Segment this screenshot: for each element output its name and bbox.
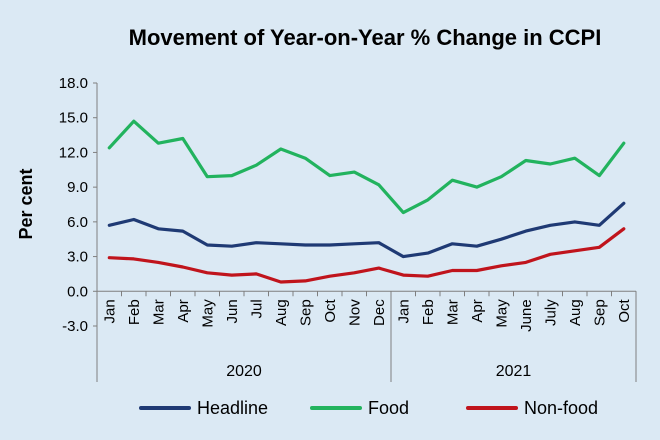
year-label: 2020 [226, 363, 262, 380]
y-tick-label: 9.0 [67, 179, 88, 196]
x-tick-label: Jan [101, 299, 118, 323]
x-tick-label: Mar [150, 299, 167, 325]
y-tick-label: 15.0 [59, 110, 88, 127]
x-tick-label: May [199, 299, 216, 328]
x-tick-label: Apr [469, 299, 486, 322]
legend-label-headline: Headline [197, 398, 268, 418]
legend-label-food: Food [368, 398, 409, 418]
x-tick-label: Jun [224, 299, 241, 323]
x-tick-label: Sep [297, 299, 314, 326]
series-line-food [107, 119, 626, 215]
x-tick-label: Aug [567, 299, 584, 326]
x-tick-label: Feb [420, 299, 437, 325]
x-tick-label: Sep [591, 299, 608, 326]
x-tick-label: Nov [346, 299, 363, 326]
x-tick-label: Apr [175, 299, 192, 322]
year-label: 2021 [496, 363, 532, 380]
series-line-headline [107, 201, 626, 259]
x-tick-label: June [518, 299, 535, 332]
legend-label-non-food: Non-food [524, 398, 598, 418]
y-axis-label: Per cent [16, 168, 36, 239]
y-tick-label: 0.0 [67, 283, 88, 300]
y-tick-label: 18.0 [59, 75, 88, 92]
chart-title: Movement of Year-on-Year % Change in CCP… [128, 25, 602, 50]
y-tick-label: 6.0 [67, 214, 88, 231]
y-tick-label: -3.0 [62, 318, 88, 335]
series-line-non-food [107, 227, 626, 284]
x-tick-label: Oct [322, 298, 339, 322]
x-tick-label: Aug [273, 299, 290, 326]
x-tick-label: Feb [126, 299, 143, 325]
x-tick-label: Jan [395, 299, 412, 323]
x-tick-label: May [493, 299, 510, 328]
x-tick-label: Oct [616, 298, 633, 322]
y-tick-label: 12.0 [59, 144, 88, 161]
x-tick-label: Dec [371, 299, 388, 326]
x-tick-label: Mar [444, 299, 461, 325]
y-tick-label: 3.0 [67, 249, 88, 266]
x-tick-label: Jul [248, 299, 265, 318]
x-tick-label: July [542, 299, 559, 326]
